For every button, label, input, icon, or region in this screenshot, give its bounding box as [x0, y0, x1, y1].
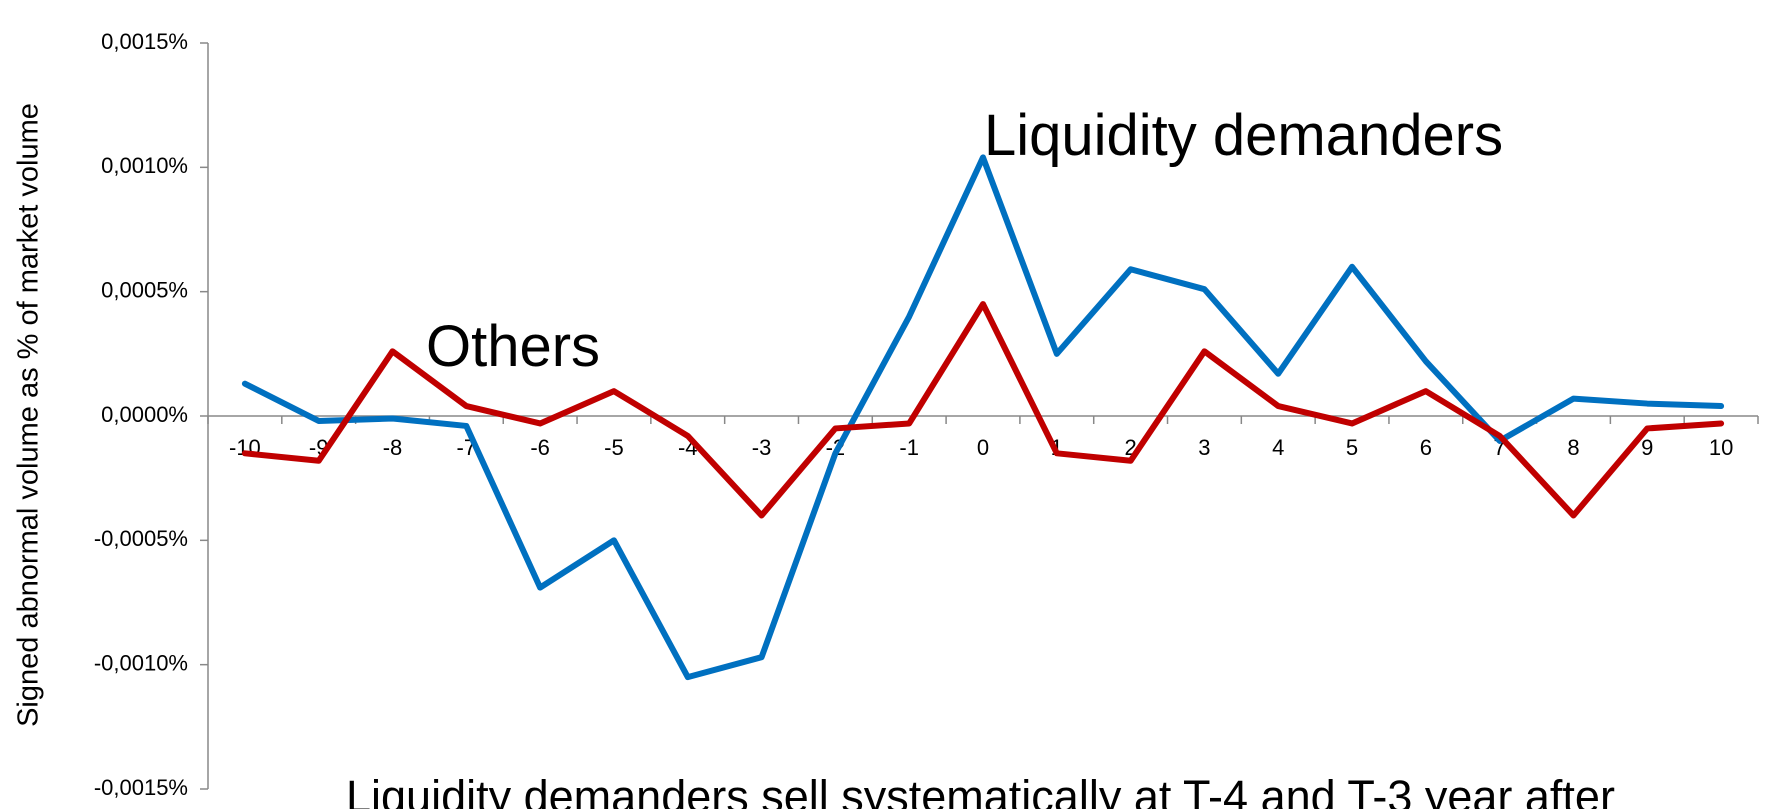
x-tick-label: 9	[1641, 435, 1653, 460]
y-tick-label: -0,0010%	[94, 650, 188, 675]
x-tick-label: 8	[1567, 435, 1579, 460]
x-tick-label: 3	[1198, 435, 1210, 460]
x-tick-label: -3	[752, 435, 772, 460]
annotation: Liquidity demanders sell systematically …	[346, 771, 1615, 809]
y-tick-label: -0,0015%	[94, 775, 188, 800]
x-tick-label: 10	[1709, 435, 1733, 460]
x-tick-label: -6	[530, 435, 550, 460]
x-tick-label: 6	[1420, 435, 1432, 460]
y-tick-label: 0,0015%	[101, 29, 188, 54]
y-tick-label: 0,0010%	[101, 153, 188, 178]
x-tick-label: -1	[899, 435, 919, 460]
x-tick-label: 0	[977, 435, 989, 460]
x-tick-label: -8	[383, 435, 403, 460]
series-line	[241, 301, 1725, 519]
y-tick-label: -0,0005%	[94, 526, 188, 551]
series-line	[241, 154, 1725, 681]
x-tick-label: 5	[1346, 435, 1358, 460]
y-axis-label: Signed abnormal volume as % of market vo…	[13, 103, 45, 727]
series-label: Others	[426, 314, 600, 379]
y-tick-label: 0,0005%	[101, 277, 188, 302]
x-tick-label: -5	[604, 435, 624, 460]
y-tick-label: 0,0000%	[101, 402, 188, 427]
x-tick-label: 4	[1272, 435, 1284, 460]
series-label: Liquidity demanders	[984, 103, 1503, 168]
